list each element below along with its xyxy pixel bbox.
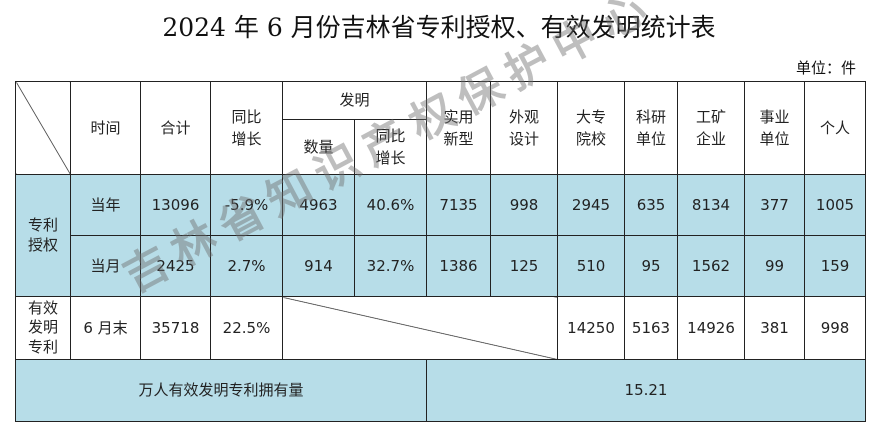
header-total: 合计 bbox=[140, 81, 211, 175]
row-month-individual: 159 bbox=[804, 235, 867, 297]
row-month-utility: 1386 bbox=[426, 235, 492, 297]
row-month-institution: 99 bbox=[744, 235, 806, 297]
header-inv-count: 数量 bbox=[282, 119, 355, 175]
row-end-yoy: 22.5% bbox=[210, 296, 283, 360]
header-design: 外观 设计 bbox=[490, 81, 559, 175]
row-year-design: 998 bbox=[490, 174, 559, 236]
row-year-inv-count: 4963 bbox=[282, 174, 355, 236]
header-inv-yoy: 同比 增长 bbox=[353, 119, 428, 175]
header-individual: 个人 bbox=[804, 81, 867, 175]
row-year-individual: 1005 bbox=[804, 174, 867, 236]
row-end-industry: 14926 bbox=[677, 296, 746, 360]
header-industry: 工矿 企业 bbox=[677, 81, 746, 175]
unit-label: 单位：件 bbox=[795, 59, 856, 77]
row-year-university: 2945 bbox=[557, 174, 626, 236]
header-utility: 实用 新型 bbox=[426, 81, 492, 175]
row-end-individual: 998 bbox=[804, 296, 867, 360]
header-diagonal-cell bbox=[15, 81, 71, 175]
group-label-grant: 专利 授权 bbox=[15, 174, 71, 297]
row-year-institution: 377 bbox=[744, 174, 806, 236]
header-research: 科研 单位 bbox=[624, 81, 679, 175]
header-invention: 发明 bbox=[281, 81, 428, 120]
row-year-time: 当年 bbox=[70, 174, 141, 236]
header-yoy: 同比 增长 bbox=[210, 81, 283, 175]
statistics-table: 时间 合计 同比 增长 发明 实用 新型 外观 设计 大专 院校 科研 单位 工… bbox=[14, 81, 867, 422]
row-month-yoy: 2.7% bbox=[210, 235, 283, 297]
header-time: 时间 bbox=[70, 81, 141, 175]
row-year-yoy: -5.9% bbox=[210, 174, 283, 236]
row-year-total: 13096 bbox=[140, 174, 211, 236]
row-month-design: 125 bbox=[490, 235, 559, 297]
header-university: 大专 院校 bbox=[557, 81, 626, 175]
header-institution: 事业 单位 bbox=[744, 81, 806, 175]
row-month-time: 当月 bbox=[70, 235, 141, 297]
row-year-inv-yoy: 40.6% bbox=[353, 174, 428, 236]
row-end-total: 35718 bbox=[140, 296, 211, 360]
row-end-time: 6 月末 bbox=[70, 296, 141, 360]
page-title: 2024 年 6 月份吉林省专利授权、有效发明统计表 bbox=[162, 13, 716, 42]
per-capita-value: 15.21 bbox=[426, 359, 867, 422]
row-end-university: 14250 bbox=[557, 296, 626, 360]
row-end-institution: 381 bbox=[744, 296, 806, 360]
row-month-industry: 1562 bbox=[677, 235, 746, 297]
row-year-utility: 7135 bbox=[426, 174, 492, 236]
row-end-research: 5163 bbox=[624, 296, 679, 360]
group-label-valid: 有效 发明 专利 bbox=[15, 296, 71, 360]
row-month-total: 2425 bbox=[140, 235, 211, 297]
row-year-research: 635 bbox=[624, 174, 679, 236]
per-capita-label: 万人有效发明专利拥有量 bbox=[14, 359, 428, 422]
empty-diagonal-cell bbox=[281, 296, 559, 360]
row-month-research: 95 bbox=[624, 235, 679, 297]
row-month-inv-yoy: 32.7% bbox=[353, 235, 428, 297]
row-month-inv-count: 914 bbox=[282, 235, 355, 297]
row-year-industry: 8134 bbox=[677, 174, 746, 236]
row-month-university: 510 bbox=[557, 235, 626, 297]
